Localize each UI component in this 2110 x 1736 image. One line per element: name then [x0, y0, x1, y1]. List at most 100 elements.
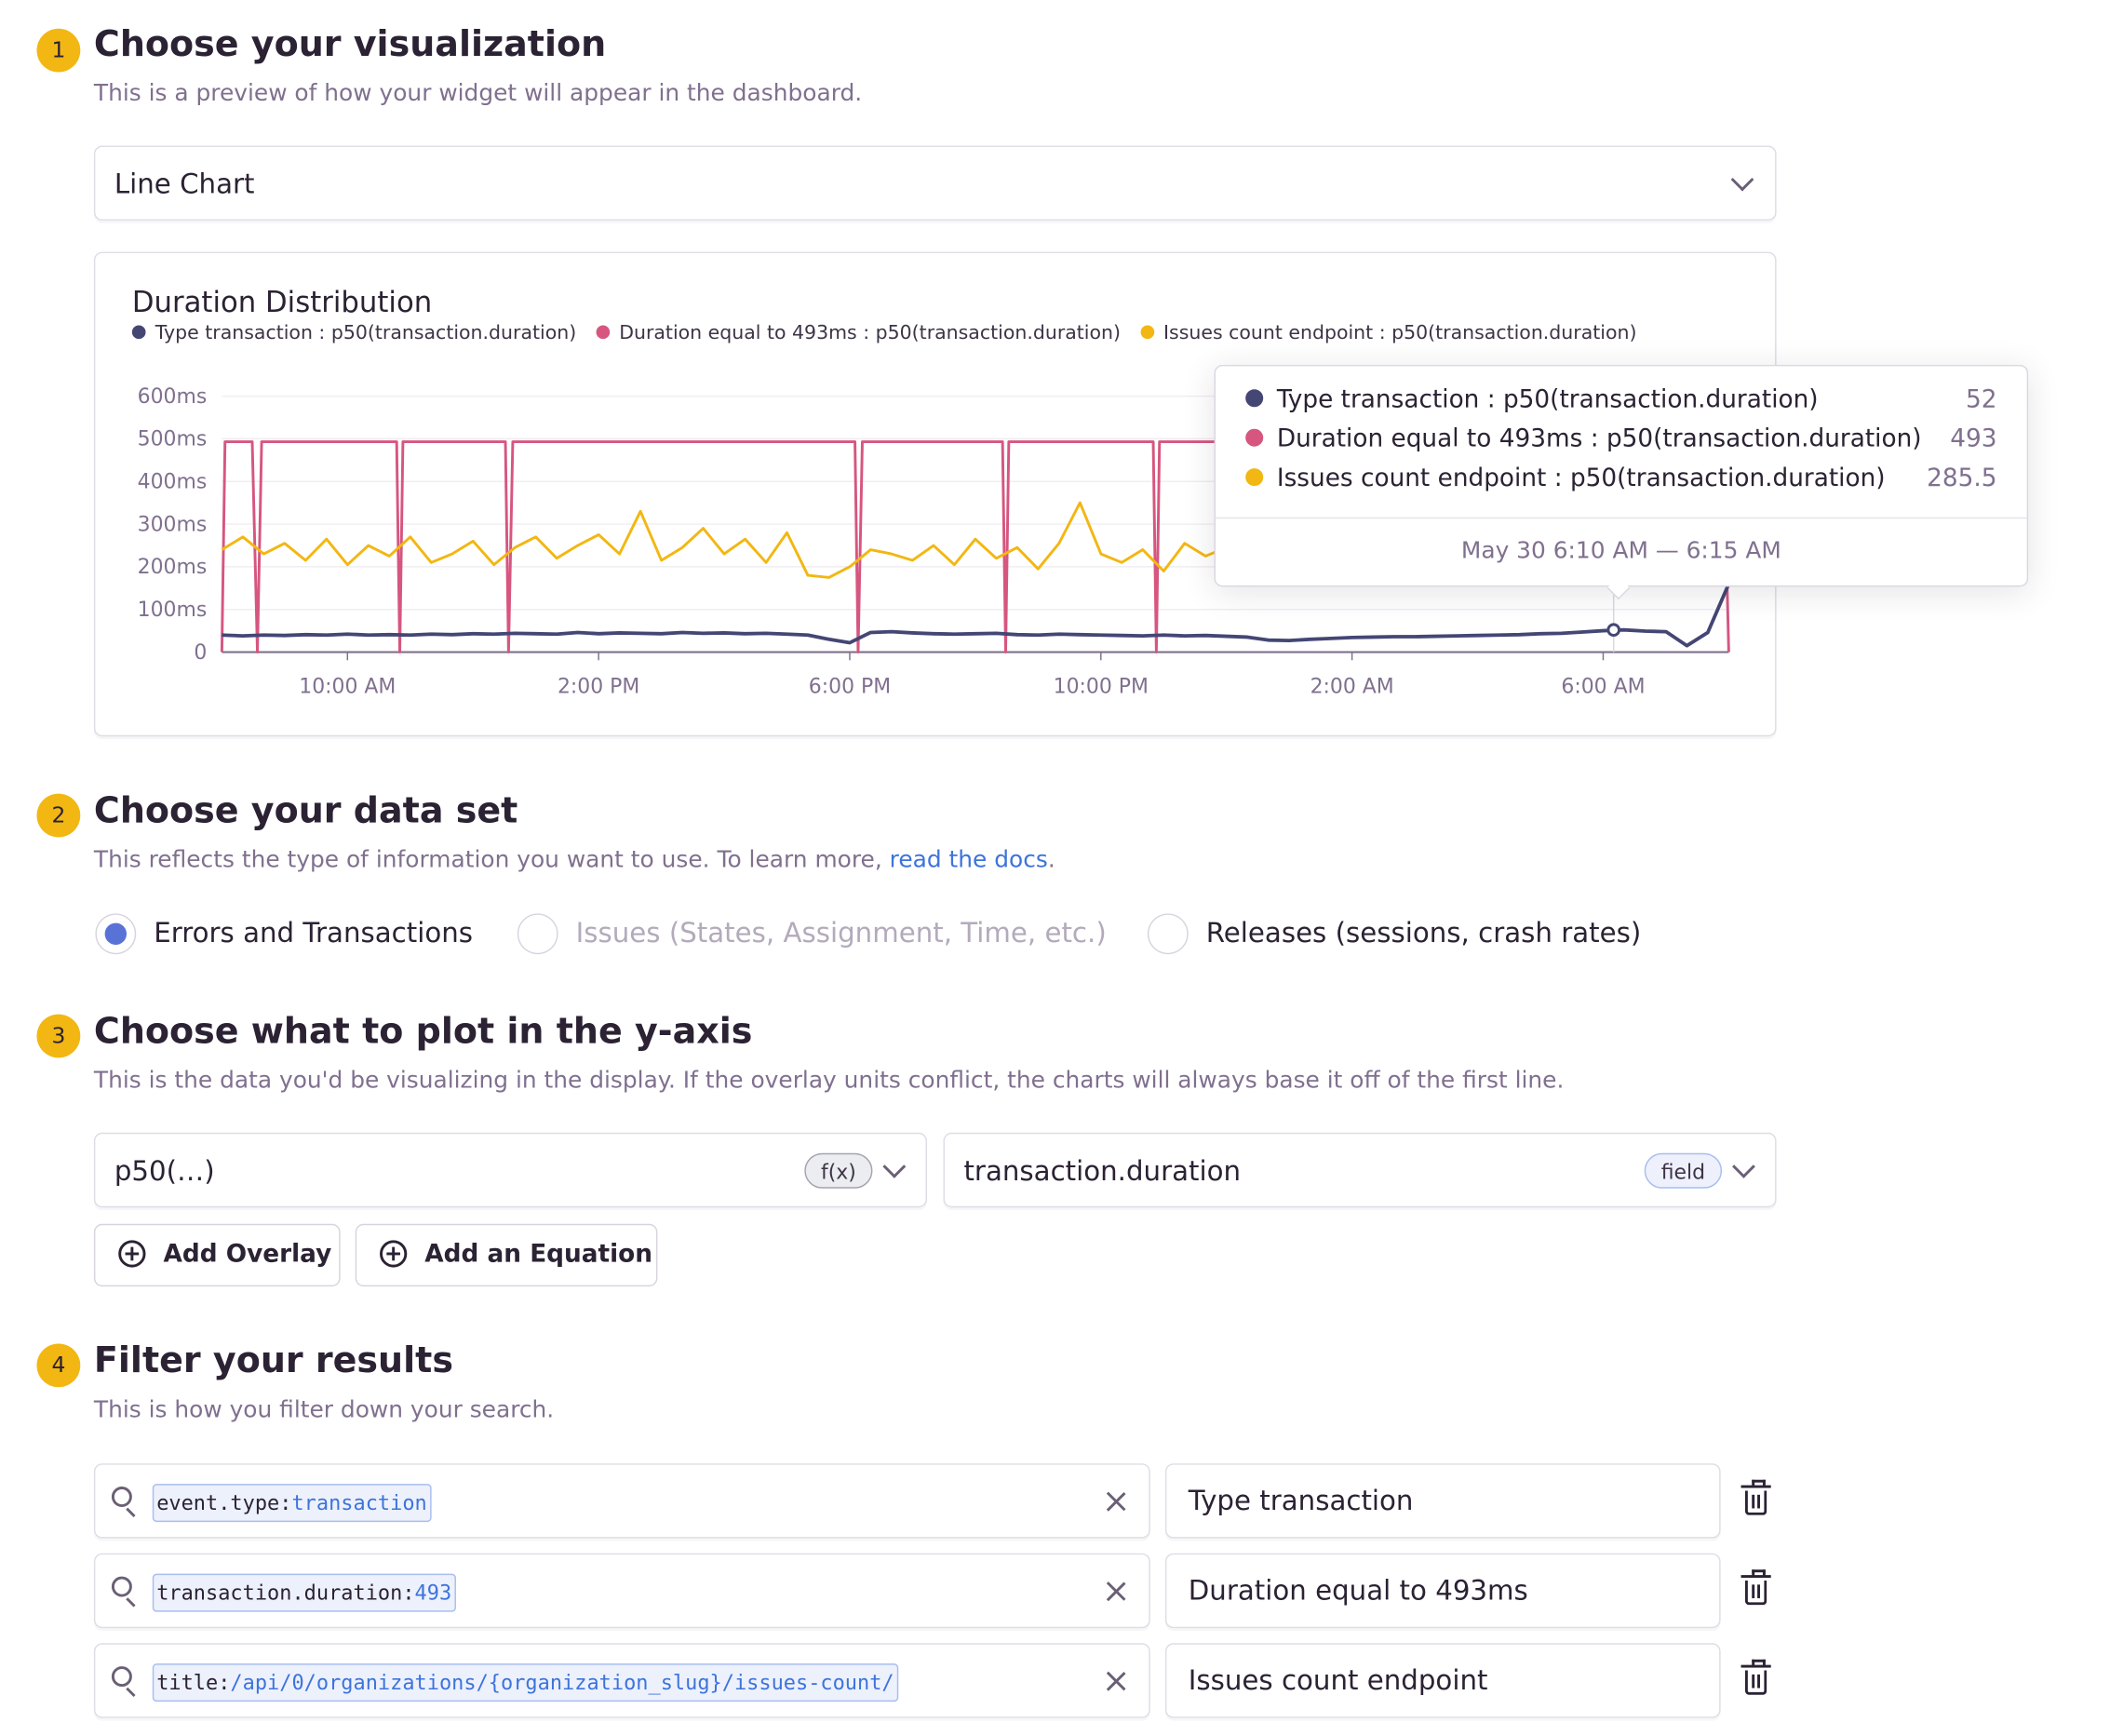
series-line-1 — [222, 583, 1731, 648]
token-key: event.type: — [156, 1490, 292, 1515]
radio-releases[interactable] — [1147, 913, 1189, 955]
clear-icon[interactable] — [1104, 1669, 1128, 1693]
radio-label[interactable]: Errors and Transactions — [154, 916, 474, 949]
series-line-2 — [220, 440, 1730, 653]
x-tick-label: 6:00 PM — [809, 675, 891, 698]
add-overlay-button[interactable]: Add Overlay — [93, 1223, 341, 1287]
chevron-down-icon — [882, 1154, 907, 1178]
series-dot — [1245, 468, 1264, 487]
token-key: title: — [156, 1670, 231, 1695]
function-value: p50(…) — [114, 1154, 215, 1188]
filter-alias-input[interactable]: Issues count endpoint — [1164, 1643, 1721, 1718]
tooltip-value: 493 — [1950, 424, 1997, 454]
section-subtitle: This is the data you'd be visualizing in… — [93, 1067, 1565, 1095]
token-value: transaction — [291, 1490, 427, 1515]
y-tick-label: 100ms — [138, 599, 208, 622]
section-title: Choose your data set — [93, 790, 518, 832]
token-value: /api/0/organizations/{organization_slug}… — [230, 1670, 894, 1695]
legend-item[interactable]: Issues count endpoint : p50(transaction.… — [1140, 323, 1636, 344]
legend-label: Issues count endpoint : p50(transaction.… — [1163, 322, 1637, 345]
field-badge: field — [1644, 1152, 1723, 1189]
line-chart[interactable]: 0 100ms 200ms 300ms 400ms 500ms 600ms 10:00 AM 2… — [94, 252, 1777, 735]
add-circle-icon — [380, 1240, 408, 1268]
filter-search-input[interactable]: title:/api/0/organizations/{organization… — [93, 1643, 1150, 1718]
y-tick-label: 400ms — [138, 471, 208, 494]
hover-point — [1606, 623, 1621, 638]
chevron-down-icon — [1730, 168, 1754, 192]
legend-dot — [131, 325, 146, 340]
clear-icon[interactable] — [1104, 1580, 1128, 1604]
function-select[interactable]: p50(…) f(x) — [93, 1132, 927, 1208]
x-tick-label: 10:00 AM — [299, 675, 396, 698]
alias-value: Issues count endpoint — [1188, 1663, 1488, 1697]
search-icon — [111, 1576, 132, 1597]
trash-icon[interactable] — [1740, 1569, 1771, 1606]
legend-item[interactable]: Duration equal to 493ms : p50(transactio… — [596, 323, 1121, 344]
add-circle-icon — [118, 1240, 146, 1268]
filter-alias-input[interactable]: Duration equal to 493ms — [1164, 1553, 1721, 1629]
section-subtitle: This reflects the type of information yo… — [94, 847, 1055, 874]
tooltip-row: Duration equal to 493ms : p50(transactio… — [1245, 424, 1996, 453]
tooltip-time-range: May 30 6:10 AM — 6:15 AM — [1460, 537, 1781, 565]
filter-alias-input[interactable]: Type transaction — [1164, 1463, 1721, 1539]
section-subtitle: This is how you filter down your search. — [93, 1396, 555, 1424]
legend-label: Type transaction : p50(transaction.durat… — [155, 322, 577, 345]
radio-label: Issues (States, Assignment, Time, etc.) — [575, 916, 1107, 949]
chevron-down-icon — [1732, 1154, 1755, 1178]
button-label: Add Overlay — [163, 1240, 332, 1270]
trash-icon[interactable] — [1740, 1479, 1771, 1515]
clear-icon[interactable] — [1104, 1489, 1128, 1514]
visualization-select[interactable]: Line Chart — [93, 145, 1777, 221]
token-key: transaction.duration: — [156, 1580, 415, 1606]
chart-tooltip: Type transaction : p50(transaction.durat… — [1214, 364, 2029, 600]
alias-value: Duration equal to 493ms — [1188, 1573, 1528, 1607]
y-tick-label: 500ms — [138, 428, 208, 451]
tooltip-value: 285.5 — [1927, 464, 1997, 493]
function-badge: f(x) — [804, 1152, 873, 1189]
tooltip-label: Issues count endpoint : p50(transaction.… — [1276, 464, 1886, 493]
legend-dot — [1140, 325, 1154, 340]
radio-errors-and-transactions[interactable] — [95, 913, 137, 955]
series-dot — [1245, 389, 1264, 408]
x-tick-label: 2:00 AM — [1310, 675, 1394, 698]
step-badge: 1 — [36, 28, 81, 73]
field-select[interactable]: transaction.duration field — [943, 1132, 1777, 1208]
y-tick-label: 600ms — [138, 385, 208, 409]
x-tick-label: 2:00 PM — [558, 675, 639, 698]
trash-icon[interactable] — [1740, 1659, 1771, 1695]
radio-issues[interactable] — [517, 913, 558, 955]
read-the-docs-link[interactable]: read the docs — [889, 846, 1048, 874]
y-tick-label: 200ms — [138, 556, 208, 579]
search-icon — [111, 1487, 132, 1507]
step-badge: 2 — [36, 793, 81, 838]
section-subtitle: This is a preview of how your widget wil… — [93, 80, 863, 108]
search-icon — [111, 1666, 132, 1688]
legend-item[interactable]: Type transaction : p50(transaction.durat… — [131, 322, 577, 345]
step-badge: 3 — [36, 1014, 81, 1058]
field-value: transaction.duration — [963, 1154, 1242, 1188]
filter-search-input[interactable]: transaction.duration:493 — [93, 1553, 1150, 1629]
add-equation-button[interactable]: Add an Equation — [355, 1223, 658, 1287]
tooltip-row: Type transaction : p50(transaction.durat… — [1245, 385, 1996, 414]
section-title: Choose your visualization — [93, 24, 607, 66]
section-title: Filter your results — [93, 1340, 453, 1382]
section-title: Choose what to plot in the y-axis — [93, 1011, 753, 1053]
search-token[interactable]: transaction.duration:493 — [152, 1573, 456, 1612]
button-label: Add an Equation — [424, 1240, 652, 1270]
series-dot — [1245, 428, 1264, 447]
y-tick-label: 300ms — [138, 513, 208, 536]
filter-search-input[interactable]: event.type:transaction — [93, 1463, 1150, 1539]
legend-label: Duration equal to 493ms : p50(transactio… — [619, 322, 1122, 345]
alias-value: Type transaction — [1188, 1484, 1414, 1517]
token-value: 493 — [414, 1580, 452, 1606]
tooltip-row: Issues count endpoint : p50(transaction.… — [1245, 464, 1997, 493]
search-token[interactable]: title:/api/0/organizations/{organization… — [152, 1663, 899, 1702]
radio-label[interactable]: Releases (sessions, crash rates) — [1205, 916, 1642, 949]
subtitle-text: This reflects the type of information yo… — [93, 846, 890, 874]
step-badge: 4 — [36, 1343, 81, 1388]
search-token[interactable]: event.type:transaction — [152, 1484, 432, 1523]
select-value: Line Chart — [114, 167, 255, 200]
tooltip-label: Type transaction : p50(transaction.durat… — [1276, 384, 1819, 414]
x-tick-label: 6:00 AM — [1561, 675, 1645, 698]
